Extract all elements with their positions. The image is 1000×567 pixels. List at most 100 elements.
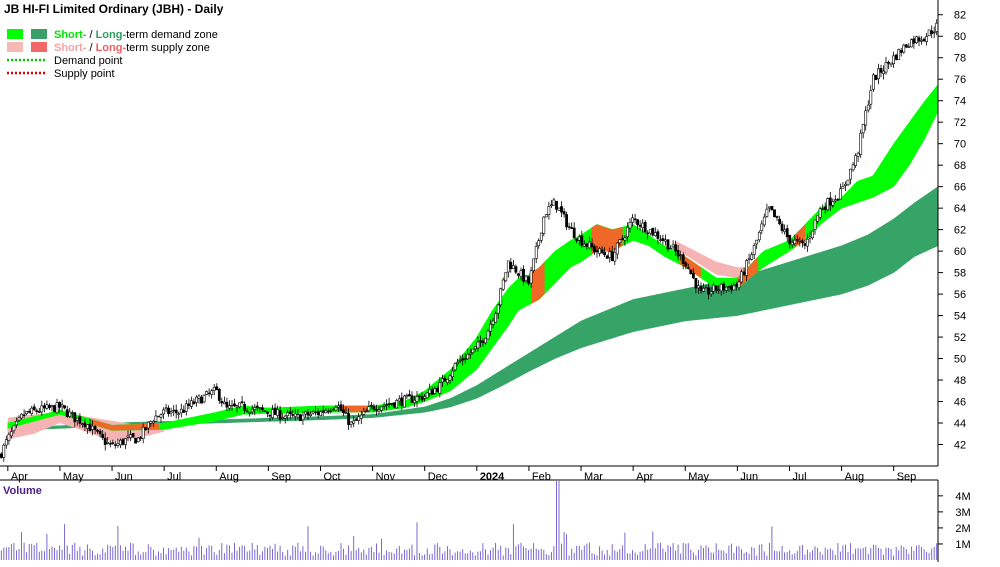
price-bar-body: [336, 405, 340, 408]
legend-swatch-long: [31, 29, 47, 39]
price-bar: [319, 410, 323, 417]
price-bar: [260, 404, 264, 412]
price-bar-body: [851, 164, 855, 171]
price-bar-body: [364, 410, 368, 413]
price-bar: [182, 405, 186, 413]
price-bar-body: [17, 417, 21, 421]
price-bar-body: [625, 227, 629, 238]
price-bar: [643, 220, 647, 234]
price-bar: [45, 400, 49, 410]
price-bar: [169, 407, 173, 417]
price-bar: [266, 410, 269, 418]
price-bar-body: [884, 62, 888, 73]
price-bar: [179, 403, 183, 418]
price-bar-body: [296, 413, 300, 415]
price-bar: [177, 411, 181, 420]
price-bar-body: [192, 401, 196, 404]
price-bar: [816, 215, 820, 224]
price-bar-body: [719, 283, 723, 292]
price-bar-body: [468, 352, 472, 355]
price-bar: [96, 428, 100, 434]
price-bar-body: [593, 246, 596, 253]
price-bar-body: [866, 104, 870, 111]
price-bar: [415, 391, 419, 408]
price-bar: [811, 230, 814, 240]
price-bar: [245, 408, 249, 413]
y-tick-label: 62: [954, 225, 966, 237]
price-bar: [88, 418, 92, 432]
price-bar: [833, 195, 837, 204]
price-bar-body: [215, 386, 219, 391]
price-bar-body: [65, 409, 69, 417]
price-bar-body: [887, 61, 891, 64]
price-bar: [473, 346, 477, 353]
price-bar-body: [217, 388, 221, 401]
price-bar-body: [501, 279, 505, 290]
price-bar-body: [859, 132, 863, 155]
price-bar: [172, 405, 176, 417]
price-bar-body: [369, 404, 373, 407]
price-bar-body: [686, 267, 690, 269]
price-bar-body: [362, 410, 366, 415]
price-bar-body: [15, 421, 18, 426]
price-bar-body: [519, 270, 523, 277]
price-bar-body: [709, 291, 713, 295]
price-bar: [296, 409, 300, 419]
x-tick-label: May: [688, 471, 709, 483]
price-bar: [590, 238, 594, 251]
price-bar-body: [651, 227, 655, 236]
price-bar-body: [298, 414, 302, 422]
price-bar: [139, 436, 143, 442]
price-bar: [400, 392, 404, 411]
price-bar: [15, 417, 18, 429]
price-bar-body: [375, 408, 378, 411]
price-bar-body: [681, 254, 685, 264]
price-bar: [854, 153, 858, 168]
legend-label: Short- / Long-term demand zone: [54, 29, 218, 41]
price-bar: [757, 230, 761, 243]
price-bar-body: [780, 223, 784, 231]
price-bar-body: [869, 90, 873, 105]
price-bar-body: [157, 415, 160, 418]
price-bar-body: [638, 224, 642, 227]
price-bar-body: [489, 323, 492, 332]
price-bar: [35, 408, 39, 415]
price-bar-body: [63, 405, 67, 409]
price-bar: [484, 337, 487, 345]
price-bar-body: [225, 401, 229, 408]
y-tick-label: 78: [954, 53, 966, 65]
price-bar: [889, 62, 893, 68]
price-bar: [131, 433, 135, 438]
price-bar-body: [220, 401, 224, 404]
price-bar: [813, 219, 817, 235]
price-bar-body: [836, 199, 840, 201]
price-bar-body: [707, 287, 711, 295]
price-bar: [40, 400, 44, 416]
price-bar-body: [481, 340, 485, 344]
price-bar-body: [245, 410, 249, 412]
price-bar: [55, 398, 59, 414]
price-bar: [205, 390, 209, 396]
price-bar-body: [833, 199, 837, 202]
price-bar: [50, 404, 54, 412]
price-bar: [288, 407, 292, 420]
price-bar-body: [552, 199, 556, 206]
price-bar-body: [223, 401, 226, 405]
price-bar: [458, 355, 462, 364]
price-bar: [610, 246, 614, 262]
y-tick-label: 68: [954, 160, 966, 172]
price-bar: [164, 403, 168, 413]
y-tick-label: 66: [954, 182, 966, 194]
price-bar-body: [121, 439, 125, 445]
price-bar-body: [129, 434, 133, 438]
price-bar-body: [243, 403, 247, 411]
x-tick-label: Oct: [323, 471, 340, 483]
price-bar-body: [674, 244, 678, 252]
price-bar: [501, 277, 505, 292]
price-bar-body: [684, 262, 688, 267]
price-bar: [83, 418, 87, 432]
y-tick-label: 48: [954, 375, 966, 387]
price-bar-body: [582, 243, 586, 247]
price-bar: [385, 399, 389, 411]
price-bar-body: [101, 434, 105, 438]
